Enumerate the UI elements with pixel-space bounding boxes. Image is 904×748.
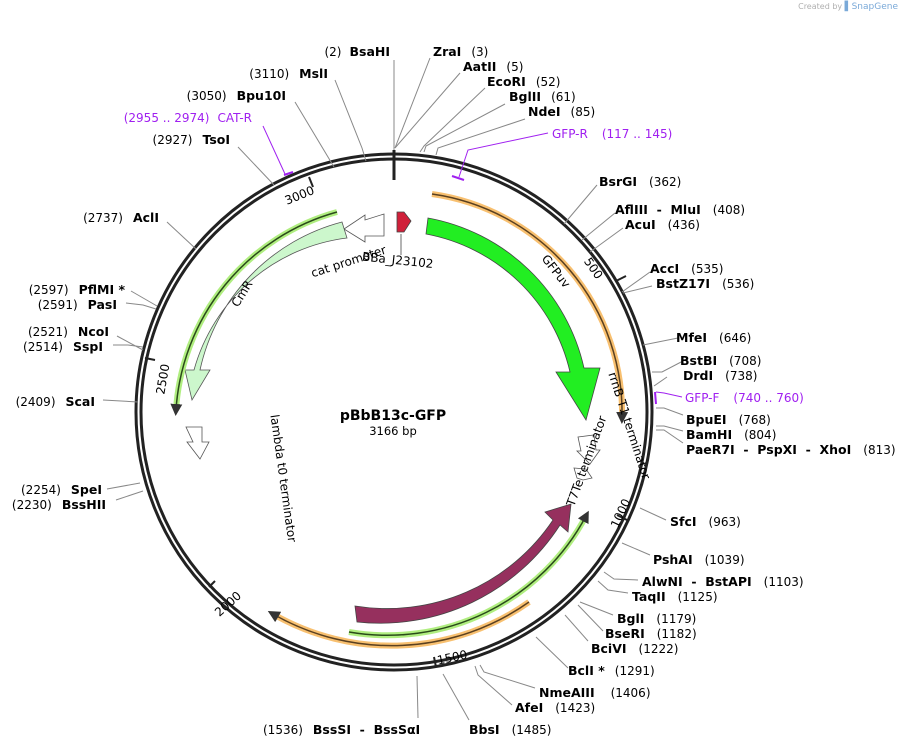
enzyme-nmeaiii[interactable]: NmeAIII (1406)	[539, 685, 651, 700]
enzyme-scai[interactable]: (2409) ScaI	[16, 394, 95, 409]
enzyme-aatii[interactable]: AatII (5)	[463, 59, 523, 74]
plasmid-name: pBbB13c-GFP	[340, 408, 446, 424]
enzyme-sfci[interactable]: SfcI (963)	[670, 514, 741, 529]
backbone	[134, 150, 654, 672]
gfpuv-feature[interactable]	[425, 217, 601, 421]
enzyme-bbsi[interactable]: BbsI (1485)	[469, 722, 551, 737]
enzyme-mfei[interactable]: MfeI (646)	[676, 330, 751, 345]
enzyme-bcli[interactable]: BclI * (1291)	[568, 663, 655, 678]
primers: GFP-R (117 .. 145) GFP-F (740 .. 760) (295…	[124, 111, 804, 405]
plasmid-length: 3166 bp	[369, 424, 417, 438]
enzyme-bglii[interactable]: BglII (61)	[509, 89, 576, 104]
enzyme-bsahi[interactable]: (2) BsaHI	[324, 44, 390, 59]
tick-1000: 1000	[608, 497, 634, 531]
snapgene-credit: Created by ▌SnapGene	[798, 2, 898, 12]
cmr-label: CmR	[229, 278, 256, 310]
enzyme-labels: (2) BsaHI ZraI (3) AatII (5) EcoRI (52) BglI…	[12, 44, 896, 737]
enzyme-zrai[interactable]: ZraI (3)	[433, 44, 488, 59]
t7te-terminator-feature[interactable]	[573, 467, 593, 481]
enzyme-bsssi-bsssai[interactable]: (1536) BssSI - BssSαI	[263, 722, 420, 737]
enzyme-bstz17i[interactable]: BstZ17I (536)	[656, 276, 754, 291]
enzyme-drdi[interactable]: DrdI (738)	[683, 368, 757, 383]
t7te-terminator-label: T7Te terminator	[563, 414, 609, 509]
enzyme-afei[interactable]: AfeI (1423)	[515, 700, 595, 715]
enzyme-acli[interactable]: (2737) AclI	[83, 210, 159, 225]
enzyme-leaders	[102, 57, 684, 721]
enzyme-alwni-bstapi[interactable]: AlwNI - BstAPI (1103)	[642, 574, 804, 589]
lambda-t0-terminator-feature[interactable]	[185, 426, 210, 460]
enzyme-ndei[interactable]: NdeI (85)	[528, 104, 595, 119]
tick-1500: 1500	[436, 648, 469, 668]
enzyme-tsoi[interactable]: (2927) TsoI	[153, 132, 230, 147]
enzyme-bsrgi[interactable]: BsrGI (362)	[599, 174, 681, 189]
bba-j23102-feature[interactable]	[396, 211, 412, 233]
enzyme-msli[interactable]: (3110) MslI	[249, 66, 328, 81]
enzyme-bgli[interactable]: BglI (1179)	[617, 611, 696, 626]
snapgene-logo: ▌SnapGene	[844, 2, 898, 12]
enzyme-acui[interactable]: AcuI (436)	[625, 217, 700, 232]
enzyme-spei[interactable]: (2254) SpeI	[21, 482, 102, 497]
tick-2500: 2500	[153, 363, 172, 396]
primer-cat-r[interactable]: (2955 .. 2974) CAT-R	[124, 111, 252, 125]
enzyme-bamhi[interactable]: BamHI (804)	[686, 427, 776, 442]
enzyme-pshai[interactable]: PshAI (1039)	[653, 552, 745, 567]
enzyme-bpu10i[interactable]: (3050) Bpu10I	[187, 88, 286, 103]
credit-prefix: Created by	[798, 2, 843, 11]
primer-gfp-r[interactable]: GFP-R (117 .. 145)	[552, 127, 672, 141]
enzyme-bseri[interactable]: BseRI (1182)	[605, 626, 697, 641]
enzyme-ncoi[interactable]: (2521) NcoI	[28, 324, 109, 339]
enzyme-acci[interactable]: AccI (535)	[650, 261, 723, 276]
pbbr1-rep-feature[interactable]	[354, 503, 572, 624]
enzyme-pasi[interactable]: (2591) PasI	[38, 297, 117, 312]
lambda-t0-terminator-label: lambda t0 terminator	[267, 414, 299, 543]
enzyme-paer7i-pspxi-xhoi[interactable]: PaeR7I - PspXI - XhoI (813)	[686, 442, 896, 457]
cat-promoter-feature[interactable]	[343, 213, 385, 243]
enzyme-ecori[interactable]: EcoRI (52)	[487, 74, 560, 89]
enzyme-sspi[interactable]: (2514) SspI	[23, 339, 103, 354]
enzyme-taqii[interactable]: TaqII (1125)	[632, 589, 718, 604]
rrnb-t1-terminator-feature[interactable]	[576, 434, 601, 465]
tick-3000: 3000	[283, 183, 317, 207]
enzyme-bstbi[interactable]: BstBI (708)	[680, 353, 761, 368]
enzyme-afliii-mlui[interactable]: AflIII - MluI (408)	[615, 202, 745, 217]
enzyme-bpuei[interactable]: BpuEI (768)	[686, 412, 771, 427]
enzyme-bcivi[interactable]: BciVI (1222)	[591, 641, 678, 656]
enzyme-bsshii[interactable]: (2230) BssHII	[12, 497, 106, 512]
enzyme-pflmi[interactable]: (2597) PflMI *	[29, 282, 126, 297]
primer-gfp-f[interactable]: GFP-F (740 .. 760)	[685, 391, 804, 405]
credit-brand: SnapGene	[851, 2, 898, 12]
